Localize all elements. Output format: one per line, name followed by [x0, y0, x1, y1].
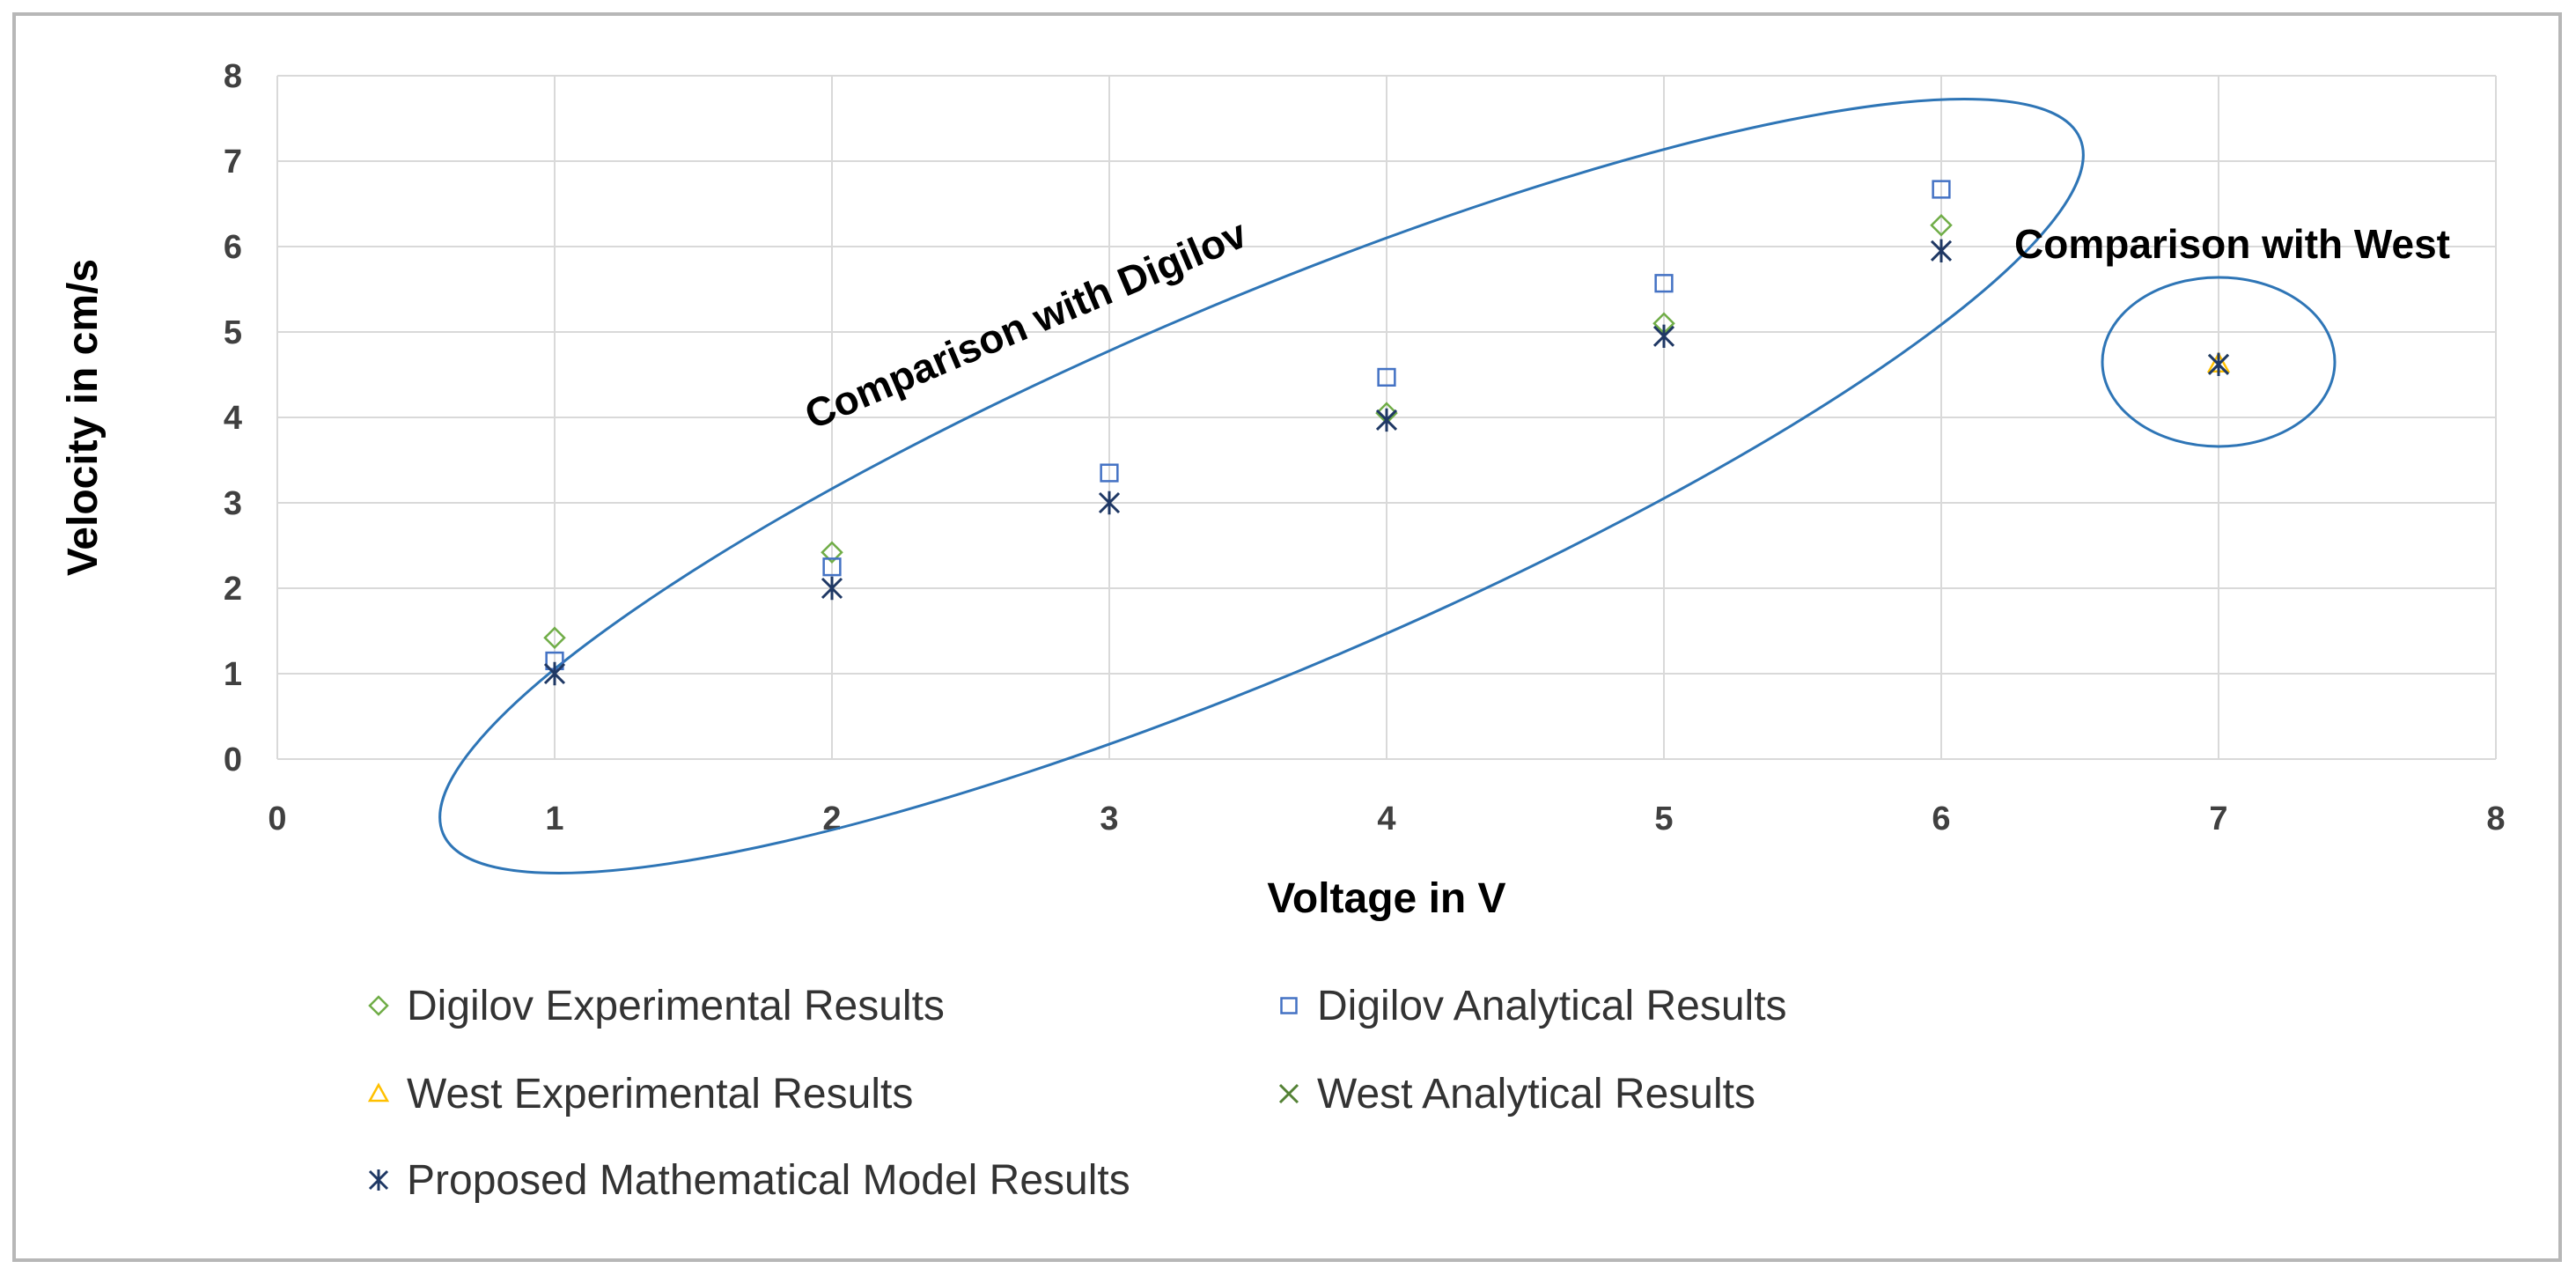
- legend-entry: Digilov Experimental Results: [368, 983, 945, 1029]
- annotation-comparison-digilov: Comparison with Digilov: [799, 210, 1254, 438]
- legend-label: Proposed Mathematical Model Results: [407, 1157, 1130, 1204]
- data-point-asterisk: [2207, 352, 2230, 377]
- series-diamond: [543, 213, 1953, 650]
- data-point-diamond: [1930, 213, 1953, 237]
- data-point-square: [1100, 463, 1119, 483]
- x-tick-label: 7: [2209, 800, 2227, 837]
- data-point-square: [1377, 367, 1396, 387]
- x-tick-label: 4: [1377, 800, 1395, 837]
- digilov-comparison-ellipse: [438, 98, 2085, 874]
- x-tick-label: 8: [2486, 800, 2505, 837]
- legend-entry: Digilov Analytical Results: [1280, 983, 1787, 1029]
- legend-label: Digilov Experimental Results: [407, 983, 945, 1029]
- y-tick-label: 7: [224, 144, 242, 181]
- legend-entry: Proposed Mathematical Model Results: [368, 1157, 1130, 1204]
- legend-marker-x: [1278, 1083, 1299, 1104]
- y-tick-label: 3: [224, 485, 242, 522]
- series-square: [545, 180, 1951, 671]
- data-point-asterisk: [1375, 408, 1398, 432]
- legend-marker-diamond: [368, 995, 389, 1016]
- x-tick-label: 0: [268, 800, 286, 837]
- y-tick-label: 4: [224, 400, 242, 437]
- data-point-diamond: [821, 541, 843, 564]
- x-tick-label: 5: [1654, 800, 1673, 837]
- data-point-asterisk: [543, 661, 566, 686]
- legend-entry: West Analytical Results: [1278, 1071, 1755, 1117]
- data-point-asterisk: [1098, 490, 1121, 515]
- y-tick-label: 6: [224, 229, 242, 266]
- legend-label: Digilov Analytical Results: [1317, 983, 1787, 1029]
- legend-marker-square: [1280, 997, 1298, 1014]
- data-point-asterisk: [821, 576, 843, 601]
- annotation-comparison-west: Comparison with West: [2014, 221, 2450, 267]
- x-tick-label: 1: [545, 800, 563, 837]
- legend: Digilov Experimental Results Digilov Anal…: [367, 983, 1787, 1204]
- annotation-ellipses: [438, 98, 2337, 874]
- data-point-square: [1932, 180, 1951, 199]
- x-tick-label: 3: [1100, 800, 1118, 837]
- legend-label: West Analytical Results: [1317, 1071, 1755, 1117]
- legend-marker-asterisk: [368, 1169, 389, 1191]
- legend-marker-triangle: [367, 1082, 390, 1103]
- data-point-square: [1654, 274, 1674, 293]
- data-point-asterisk: [1652, 324, 1675, 349]
- series-asterisk: [543, 239, 2230, 686]
- y-axis-title: Velocity in cm/s: [60, 259, 107, 576]
- data-marks: [543, 180, 2231, 686]
- y-tick-label: 1: [224, 656, 242, 693]
- y-tick-label: 8: [224, 58, 242, 95]
- x-tick-label: 6: [1932, 800, 1950, 837]
- data-point-diamond: [543, 626, 566, 650]
- x-axis-title: Voltage in V: [1267, 875, 1505, 922]
- data-point-square: [822, 557, 842, 577]
- y-tick-label: 2: [224, 571, 242, 608]
- data-point-asterisk: [1930, 239, 1953, 263]
- y-tick-label: 5: [224, 314, 242, 351]
- west-comparison-ellipse: [2101, 276, 2337, 448]
- y-tick-label: 0: [224, 741, 242, 778]
- legend-label: West Experimental Results: [407, 1071, 913, 1117]
- legend-entry: West Experimental Results: [367, 1071, 913, 1117]
